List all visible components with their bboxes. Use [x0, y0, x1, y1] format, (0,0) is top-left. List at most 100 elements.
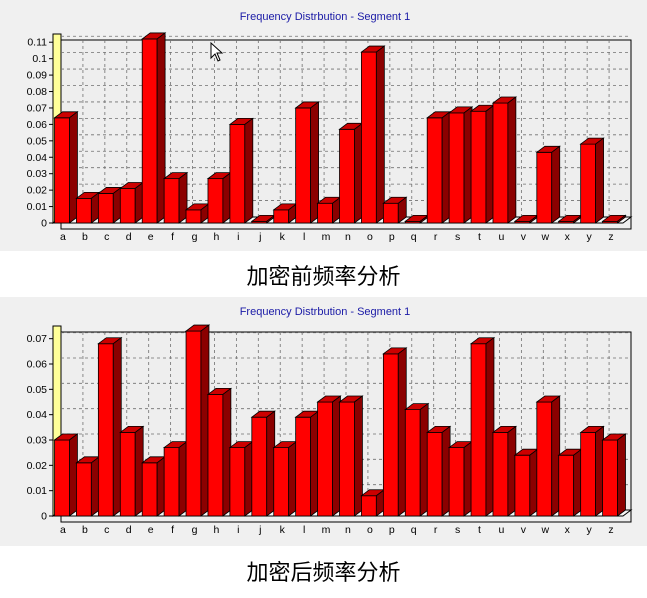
bar-front	[317, 202, 333, 224]
chart-title: Frequency Distrbution - Segment 1	[240, 11, 411, 23]
x-tick-label: l	[303, 524, 305, 536]
bar-chart-after: Frequency Distrbution - Segment 1 0 0.01 0.…	[27, 306, 633, 536]
bar-front	[185, 330, 202, 517]
bar-front	[229, 123, 246, 224]
y-tick-label: 0.07	[27, 333, 48, 345]
bar-s	[447, 440, 474, 517]
bar-m	[316, 395, 342, 517]
x-tick-label: j	[258, 231, 261, 243]
bar-l	[294, 101, 320, 224]
bar-front	[76, 462, 92, 517]
bar-front	[97, 193, 114, 224]
bar-front	[295, 107, 311, 224]
x-tick-label: k	[280, 524, 286, 536]
x-tick-label: q	[411, 524, 417, 536]
x-tick-label: f	[171, 524, 174, 536]
bar-front	[536, 151, 553, 224]
x-tick-label: b	[82, 231, 88, 243]
x-tick-label: j	[258, 524, 261, 536]
bar-f	[162, 440, 189, 517]
y-tick-label: 0.03	[27, 435, 48, 447]
y-tick-label: 0	[41, 511, 47, 523]
bar-r	[426, 425, 452, 517]
x-tick-label: a	[60, 524, 66, 536]
bar-o	[360, 488, 386, 517]
bar-d	[119, 425, 145, 517]
bar-front	[163, 178, 180, 224]
bar-z	[601, 433, 627, 517]
bar-n	[338, 395, 364, 517]
bar-front	[558, 454, 575, 517]
bar-w	[535, 395, 561, 517]
y-tick-label: 0	[41, 218, 47, 230]
bar-side	[507, 96, 517, 224]
bar-front	[54, 439, 70, 517]
bar-a	[53, 433, 79, 517]
x-tick-label: m	[322, 231, 331, 243]
bar-n	[338, 122, 364, 224]
y-tick-label: 0.03	[27, 168, 48, 180]
x-tick-label: m	[322, 524, 331, 536]
bar-front	[470, 343, 487, 517]
x-tick-label: l	[303, 231, 305, 243]
bar-front	[273, 447, 290, 517]
y-tick-label: 0.1	[32, 53, 47, 65]
bar-front	[470, 110, 487, 224]
x-tick-label: z	[608, 231, 613, 243]
bar-e	[140, 456, 167, 517]
x-tick-label: p	[389, 231, 395, 243]
x-tick-label: b	[82, 524, 88, 536]
x-tick-label: v	[521, 231, 527, 243]
x-tick-label: c	[104, 524, 109, 536]
y-tick-label: 0.02	[27, 460, 48, 472]
bar-side	[244, 117, 254, 224]
x-tick-label: r	[434, 231, 438, 243]
bar-front	[207, 394, 224, 517]
bar-v	[513, 214, 539, 224]
bar-front	[207, 178, 224, 224]
bar-q	[404, 402, 430, 517]
bar-front	[339, 401, 355, 517]
x-tick-label: a	[60, 231, 66, 243]
bar-m	[316, 196, 342, 224]
bar-front	[492, 431, 509, 517]
chart-title: Frequency Distrbution - Segment 1	[240, 306, 411, 318]
bar-j	[250, 214, 276, 224]
y-tick-label: 0.04	[27, 152, 48, 164]
bar-c	[97, 336, 123, 517]
bar-front	[382, 353, 399, 517]
bar-t	[469, 104, 496, 224]
x-tick-label: p	[389, 524, 395, 536]
x-tick-label: w	[540, 231, 549, 243]
bar-w	[535, 145, 561, 224]
bar-front	[492, 102, 509, 224]
y-tick-label: 0.06	[27, 359, 48, 371]
bar-front	[54, 117, 70, 224]
bar-chart-before: Frequency Distrbution - Segment 1 0 0.01 0.…	[27, 11, 633, 243]
bar-front	[426, 117, 443, 224]
bar-front	[580, 143, 596, 224]
bar-e	[140, 32, 167, 224]
bar-front	[361, 495, 377, 517]
x-tick-label: x	[565, 231, 571, 243]
x-tick-label: d	[126, 231, 132, 243]
caption-after: 加密后频率分析	[246, 561, 401, 586]
bar-front	[163, 447, 180, 517]
x-tick-label: r	[434, 524, 438, 536]
x-tick-label: f	[171, 231, 174, 243]
x-tick-label: u	[499, 231, 505, 243]
x-tick-label: n	[345, 524, 351, 536]
y-tick-label: 0.08	[27, 86, 48, 98]
x-tick-label: i	[237, 524, 239, 536]
bar-f	[162, 171, 189, 224]
x-tick-label: h	[214, 231, 220, 243]
bar-c	[97, 186, 123, 224]
y-tick-label: 0.05	[27, 384, 48, 396]
bar-front	[119, 188, 136, 224]
bar-t	[469, 336, 496, 517]
bar-front	[185, 209, 202, 224]
bar-side	[617, 214, 626, 224]
bar-o	[360, 45, 386, 224]
bar-y	[579, 425, 605, 517]
x-tick-label: i	[237, 231, 239, 243]
